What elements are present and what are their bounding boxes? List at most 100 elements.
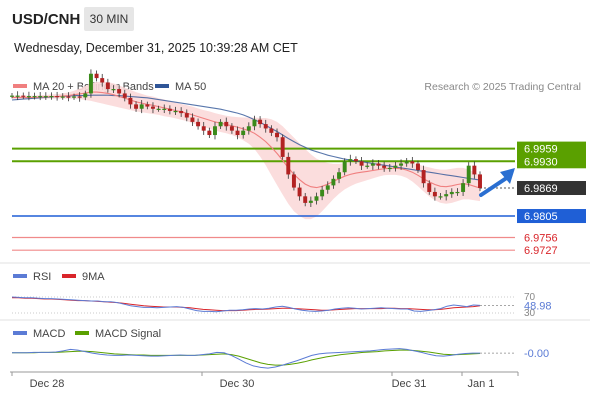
candle-body: [252, 119, 257, 127]
candle-body: [410, 161, 415, 164]
resistance-label: 6.9930: [524, 156, 558, 168]
legend-label-rsi-ma: 9MA: [82, 271, 105, 283]
forecast-arrow-shaft: [479, 175, 510, 197]
resistance-label: 6.9959: [524, 144, 558, 156]
candle-body: [421, 170, 426, 184]
timestamp: Wednesday, December 31, 2025 10:39:28 AM…: [14, 41, 298, 55]
candle-body: [15, 95, 20, 97]
candle-body: [21, 95, 26, 97]
legend-swatch-rsi: [13, 274, 27, 278]
support-light-label: 6.9756: [524, 232, 558, 244]
candle-body: [399, 163, 404, 166]
candle-body: [218, 121, 223, 127]
support-label-box: [517, 209, 586, 224]
candle-body: [269, 128, 274, 133]
candle-body: [94, 73, 99, 79]
candle-body: [196, 121, 201, 127]
candle-body: [365, 165, 370, 167]
macd-line: [12, 348, 480, 369]
candle-body: [10, 95, 14, 97]
macd-last-label: -0.00: [524, 348, 549, 360]
candle-body: [325, 185, 330, 190]
support-light-label: 6.9727: [524, 245, 558, 257]
candle-body: [32, 96, 37, 98]
candle-body: [49, 96, 54, 98]
x-tick-label: Dec 30: [220, 378, 255, 390]
last-price-label: 6.9869: [524, 183, 558, 195]
candle-body: [77, 96, 82, 98]
candle-body: [263, 124, 268, 129]
candle-body: [258, 119, 263, 125]
x-tick-label: Dec 31: [392, 378, 427, 390]
candle-body: [331, 178, 336, 186]
symbol-title: USD/CNH: [12, 11, 81, 28]
candle-body: [303, 196, 308, 203]
candle-body: [156, 108, 161, 110]
candle-body: [449, 191, 454, 195]
legend-label-rsi: RSI: [33, 271, 51, 283]
resistance-label-box: [517, 154, 586, 169]
candle-body: [150, 106, 155, 109]
candle-body: [359, 161, 364, 166]
candle-body: [466, 165, 471, 184]
candle-body: [60, 96, 65, 98]
candle-body: [370, 163, 375, 166]
candle-body: [167, 108, 172, 111]
timeframe-button[interactable]: 30 MIN: [84, 7, 134, 31]
legend-swatch-macd: [13, 331, 27, 335]
candle-body: [353, 159, 358, 162]
candle-body: [66, 96, 71, 98]
candle-body: [461, 183, 466, 192]
candle-body: [38, 96, 43, 98]
candle-body: [297, 187, 302, 197]
candle-body: [455, 191, 460, 194]
candle-body: [55, 96, 60, 98]
candle-body: [207, 130, 212, 136]
rsi-ma-line: [12, 297, 481, 312]
rsi-level-label: 30: [524, 308, 536, 319]
candle-body: [348, 159, 353, 162]
candle-body: [320, 189, 325, 197]
candle-body: [173, 110, 178, 113]
legend-swatch-macd-signal: [75, 331, 89, 335]
candle-body: [72, 96, 76, 98]
candle-body: [122, 93, 127, 98]
legend-label-macd: MACD: [33, 328, 65, 340]
x-tick-label: Jan 1: [468, 378, 495, 390]
forecast-arrow-head: [500, 168, 515, 184]
candle-body: [382, 165, 387, 168]
candle-body: [179, 110, 184, 114]
candle-body: [472, 165, 477, 175]
rsi-line: [11, 296, 481, 313]
legend-label-macd-signal: MACD Signal: [95, 328, 161, 340]
candle-body: [83, 93, 88, 98]
resistance-label-box: [517, 141, 586, 156]
credit-text: Research © 2025 Trading Central: [424, 81, 581, 93]
candle-body: [393, 165, 398, 168]
candle-body: [432, 191, 437, 197]
candle-body: [444, 194, 449, 197]
support-label: 6.9805: [524, 211, 558, 223]
candle-body: [314, 196, 319, 201]
candle-body: [416, 163, 420, 171]
candle-body: [117, 89, 122, 94]
candle-body: [184, 113, 189, 118]
last-price-label-box: [517, 181, 586, 196]
rsi-last-label: 48.98: [524, 300, 552, 312]
candle-body: [190, 117, 195, 122]
candle-body: [128, 97, 133, 105]
candle-body: [308, 200, 313, 203]
candle-body: [376, 163, 381, 166]
candle-body: [427, 183, 432, 192]
candle-body: [111, 89, 116, 91]
candle-body: [387, 167, 392, 170]
candle-body: [286, 156, 291, 175]
candle-body: [201, 126, 206, 131]
candle-body: [100, 78, 105, 83]
candle-body: [139, 104, 144, 109]
candle-body: [235, 130, 240, 136]
candle-body: [229, 126, 234, 131]
legend-swatch-ma20: [13, 84, 27, 88]
candle-body: [213, 126, 217, 136]
